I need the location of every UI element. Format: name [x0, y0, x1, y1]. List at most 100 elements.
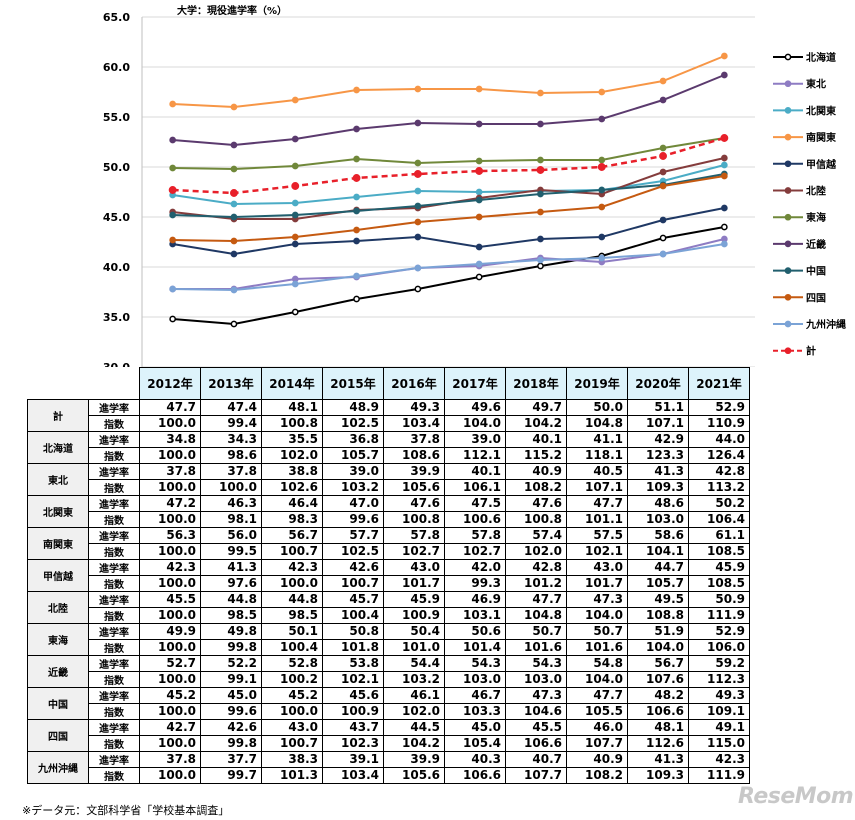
series-0	[169, 223, 728, 328]
table-cell: 40.1	[444, 463, 506, 480]
table-cell: 101.4	[444, 639, 506, 656]
table-cell: 100.6	[444, 511, 506, 528]
table-cell: 34.8	[139, 431, 201, 448]
table-cell: 54.3	[444, 655, 506, 672]
table-cell: 109.1	[688, 703, 750, 720]
data-point	[537, 208, 544, 216]
table-cell: 50.2	[688, 495, 750, 512]
table-cell: 108.2	[505, 479, 567, 496]
data-point	[537, 156, 544, 164]
table-cell: 99.4	[200, 415, 262, 432]
table-cell: 100.7	[261, 735, 323, 752]
data-point	[353, 295, 360, 303]
table-cell: 45.9	[383, 591, 445, 608]
data-point	[721, 223, 728, 231]
table-cell: 50.6	[444, 623, 506, 640]
table-cell: 111.9	[688, 607, 750, 624]
table-cell: 100.0	[139, 703, 201, 720]
data-point	[169, 136, 176, 144]
table-cell: 41.3	[627, 463, 689, 480]
series-8	[169, 170, 728, 221]
table-cell: 103.0	[505, 671, 567, 688]
table-cell: 108.5	[688, 543, 750, 560]
data-point	[721, 52, 728, 60]
legend-swatch-dot	[784, 53, 792, 61]
data-point	[659, 77, 667, 85]
data-point	[721, 154, 728, 162]
metric-label: 指数	[88, 511, 140, 528]
table-cell: 102.7	[383, 543, 445, 560]
table-cell: 43.7	[322, 719, 384, 736]
series-11	[168, 134, 729, 197]
legend-item: 九州沖縄	[773, 318, 846, 331]
data-table: 2012年 2013年 2014年 2015年 2016年 2017年 2018年 2019年…	[27, 367, 750, 784]
table-cell: 39.1	[322, 751, 384, 768]
series-3	[169, 52, 728, 111]
table-cell: 38.8	[261, 463, 323, 480]
data-point	[475, 213, 483, 221]
y-tick-label: 55.0	[103, 111, 130, 124]
table-cell: 37.8	[139, 751, 201, 768]
table-cell: 38.3	[261, 751, 323, 768]
legend-item: 北関東	[773, 104, 836, 117]
y-axis-ticks: 30.0 35.0 40.0 45.0 50.0 55.0 60.0 65.0	[103, 11, 130, 367]
legend-item: 中国	[773, 265, 826, 278]
data-point	[536, 166, 545, 174]
legend-item: 四国	[773, 292, 826, 304]
table-cell: 104.8	[505, 607, 567, 624]
data-point	[537, 256, 544, 264]
table-cell: 45.7	[322, 591, 384, 608]
data-point	[720, 134, 729, 142]
table-cell: 49.3	[688, 687, 750, 704]
table-cell: 105.6	[383, 767, 445, 784]
table-cell: 40.9	[505, 463, 567, 480]
metric-label: 進学率	[88, 751, 140, 768]
table-cell: 50.9	[688, 591, 750, 608]
table-cell: 40.7	[505, 751, 567, 768]
metric-label: 指数	[88, 735, 140, 752]
data-point	[353, 272, 360, 280]
legend-label: 南関東	[806, 131, 836, 144]
table-cell: 47.7	[566, 687, 628, 704]
table-cell: 45.9	[688, 559, 750, 576]
table-cell: 107.1	[566, 479, 628, 496]
table-cell: 42.8	[505, 559, 567, 576]
table-row: 北海道 進学率 34.8 34.3 35.5 36.8 37.8 39.0 40.1 41.1 42…	[27, 431, 750, 464]
table-cell: 44.8	[261, 591, 323, 608]
data-point	[414, 202, 422, 210]
table-cell: 46.9	[444, 591, 506, 608]
data-point	[721, 161, 728, 169]
legend-label: 計	[806, 345, 816, 358]
table-cell: 44.7	[627, 559, 689, 576]
metric-label: 進学率	[88, 431, 140, 448]
table-cell: 115.0	[688, 735, 750, 752]
table-cell: 49.1	[688, 719, 750, 736]
table-cell: 104.2	[383, 735, 445, 752]
table-row: 指数 100.0 98.1 98.3 99.6 100.8 100.6 100.8 101.1 1…	[28, 511, 750, 528]
table-cell: 99.1	[200, 671, 262, 688]
source-note: ※データ元：文部科学省「学校基本調査」	[22, 804, 230, 817]
table-cell: 115.2	[505, 447, 567, 464]
data-point	[414, 159, 422, 167]
table-cell: 100.0	[139, 543, 201, 560]
data-point	[291, 308, 299, 316]
table-cell: 41.3	[627, 751, 689, 768]
legend-item: 近畿	[773, 238, 826, 251]
table-cell: 102.1	[322, 671, 384, 688]
table-cell: 101.1	[566, 511, 628, 528]
data-point	[537, 89, 544, 97]
metric-label: 指数	[88, 703, 140, 720]
table-cell: 47.7	[505, 591, 567, 608]
region-label: 東北	[27, 463, 89, 496]
region-label: 北関東	[27, 495, 89, 528]
table-cell: 101.6	[566, 639, 628, 656]
table-cell: 102.5	[322, 543, 384, 560]
data-point	[475, 188, 483, 196]
data-point	[169, 315, 176, 323]
table-year-header: 2018年	[505, 367, 567, 400]
data-point	[475, 157, 483, 165]
region-label: 近畿	[27, 655, 89, 688]
resemom-logo: ReseMom	[738, 784, 854, 809]
table-cell: 48.6	[627, 495, 689, 512]
legend-label: 北海道	[806, 51, 836, 64]
